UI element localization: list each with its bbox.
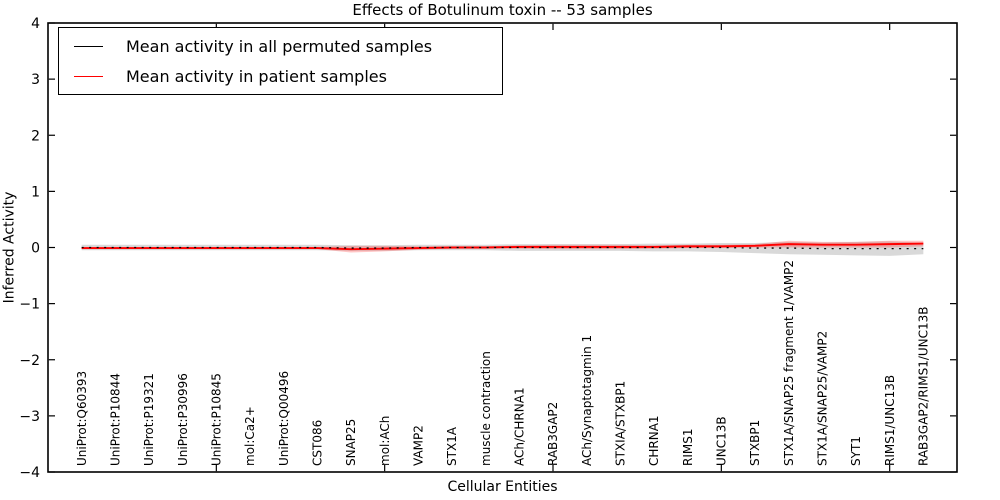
legend-label-patient: Mean activity in patient samples: [126, 66, 387, 86]
y-tick-label: 4: [31, 16, 40, 32]
legend: Mean activity in all permuted samples Me…: [58, 27, 503, 95]
x-category-label: SYT1: [849, 436, 863, 466]
x-category-label: CST086: [311, 420, 325, 466]
x-category-label: UNC13B: [715, 416, 729, 466]
x-category-label: UniProt:Q60393: [75, 371, 89, 466]
x-category-label: UniProt:P30996: [176, 373, 190, 466]
x-category-label: STXBP1: [748, 420, 762, 466]
x-category-label: STX1A: [445, 426, 459, 466]
permuted-line-sample-icon: [74, 45, 103, 47]
chart-title: Effects of Botulinum toxin -- 53 samples: [352, 1, 653, 19]
x-category-label: SNAP25: [344, 419, 358, 466]
legend-label-permuted: Mean activity in all permuted samples: [126, 36, 433, 56]
x-category-label: STX1A/SNAP25/VAMP2: [816, 331, 830, 466]
band-0: [81, 241, 924, 256]
x-category-label: ACh/Synaptotagmin 1: [580, 335, 594, 466]
x-category-label: STXIA/STXBP1: [614, 381, 628, 466]
legend-item-permuted: Mean activity in all permuted samples: [59, 37, 502, 56]
x-category-label: UniProt:P10844: [109, 373, 123, 466]
y-tick-label: −4: [19, 465, 40, 481]
y-tick-label: −2: [19, 353, 40, 369]
x-category-label: RIMS1/UNC13B: [883, 375, 897, 466]
x-category-label: RIMS1: [681, 429, 695, 466]
x-category-label: RAB3GAP2/RIMS1/UNC13B: [917, 306, 931, 466]
x-axis-label: Cellular Entities: [447, 479, 558, 495]
x-category-label: STX1A/SNAP25 fragment 1/VAMP2: [782, 260, 796, 466]
x-category-label: RAB3GAP2: [546, 402, 560, 466]
y-axis-label: Inferred Activity: [1, 191, 18, 304]
x-category-label: UniProt:P19321: [142, 373, 156, 466]
x-category-label: mol:Ca2+: [243, 406, 257, 466]
y-tick-label: 0: [31, 241, 40, 257]
x-category-label: CHRNA1: [647, 415, 661, 466]
x-category-label: mol:ACh: [378, 416, 392, 466]
y-tick-label: 1: [31, 184, 40, 200]
y-tick-label: 3: [31, 72, 40, 88]
y-tick-label: −1: [19, 297, 40, 313]
x-category-label: VAMP2: [412, 425, 426, 466]
x-category-label: muscle contraction: [479, 351, 493, 466]
axes-frame: [47, 22, 958, 473]
legend-item-patient: Mean activity in patient samples: [59, 67, 502, 86]
x-category-label: ACh/CHRNA1: [513, 387, 527, 466]
y-tick-label: 2: [31, 128, 40, 144]
x-category-label: UniProt:P10845: [210, 373, 224, 466]
y-tick-label: −3: [19, 409, 40, 425]
patient-line-sample-icon: [74, 75, 103, 77]
x-category-label: UniProt:Q00496: [277, 371, 291, 466]
series-line-0: [81, 246, 924, 250]
